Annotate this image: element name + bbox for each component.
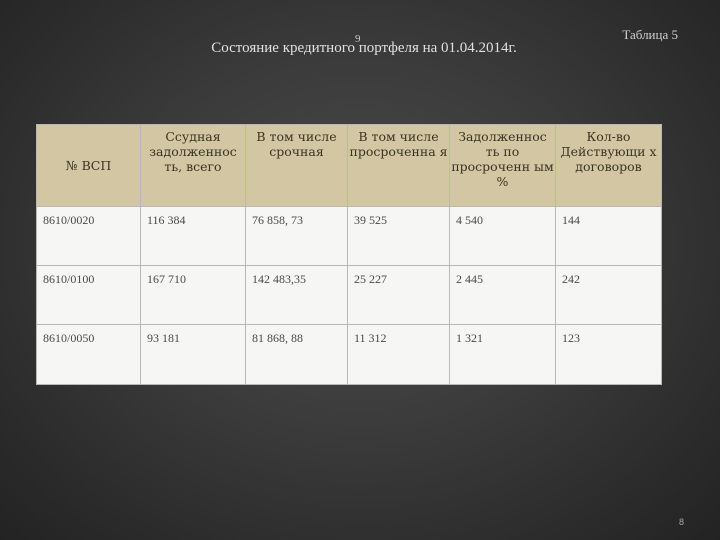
table-cell: 11 312 xyxy=(347,324,450,385)
header-cell-current: В том числе срочная xyxy=(245,124,348,207)
table-cell: 2 445 xyxy=(449,265,556,325)
header-cell-overdue-interest: Задолженнос ть по просроченн ым % xyxy=(449,124,556,207)
table-cell: 8610/0020 xyxy=(36,206,141,266)
table-body: 8610/0020 116 384 76 858, 73 39 525 4 54… xyxy=(36,206,662,385)
table-cell: 8610/0100 xyxy=(36,265,141,325)
header-cell-overdue: В том числе просроченна я xyxy=(347,124,450,207)
credit-portfolio-table: № ВСП Ссудная задолженнос ть, всего В то… xyxy=(36,124,662,385)
header-row: № ВСП Ссудная задолженнос ть, всего В то… xyxy=(36,124,662,207)
table-cell: 25 227 xyxy=(347,265,450,325)
page-title: Состояние кредитного портфеля на 01.04.2… xyxy=(211,40,517,56)
table-label: Таблица 5 xyxy=(622,27,678,42)
table-cell: 167 710 xyxy=(140,265,246,325)
table-cell: 8610/0050 xyxy=(36,324,141,385)
table-cell: 1 321 xyxy=(449,324,556,385)
table-cell: 242 xyxy=(555,265,662,325)
header-cell-total-debt: Ссудная задолженнос ть, всего xyxy=(140,124,246,207)
table-cell: 76 858, 73 xyxy=(245,206,348,266)
table-row: 8610/0100 167 710 142 483,35 25 227 2 44… xyxy=(36,265,662,325)
table-cell: 123 xyxy=(555,324,662,385)
table-header: № ВСП Ссудная задолженнос ть, всего В то… xyxy=(36,124,662,207)
page-number-top: 9 xyxy=(355,33,361,45)
table-row: 8610/0020 116 384 76 858, 73 39 525 4 54… xyxy=(36,206,662,266)
table-cell: 142 483,35 xyxy=(245,265,348,325)
header-cell-contracts-count: Кол-во Действующи х договоров xyxy=(555,124,662,207)
table-cell: 4 540 xyxy=(449,206,556,266)
table-cell: 93 181 xyxy=(140,324,246,385)
header-cell-branch: № ВСП xyxy=(36,124,141,207)
table-row: 8610/0050 93 181 81 868, 88 11 312 1 321… xyxy=(36,324,662,385)
table-cell: 116 384 xyxy=(140,206,246,266)
table-cell: 144 xyxy=(555,206,662,266)
table-cell: 81 868, 88 xyxy=(245,324,348,385)
page-number-bottom: 8 xyxy=(678,517,684,527)
table-cell: 39 525 xyxy=(347,206,450,266)
